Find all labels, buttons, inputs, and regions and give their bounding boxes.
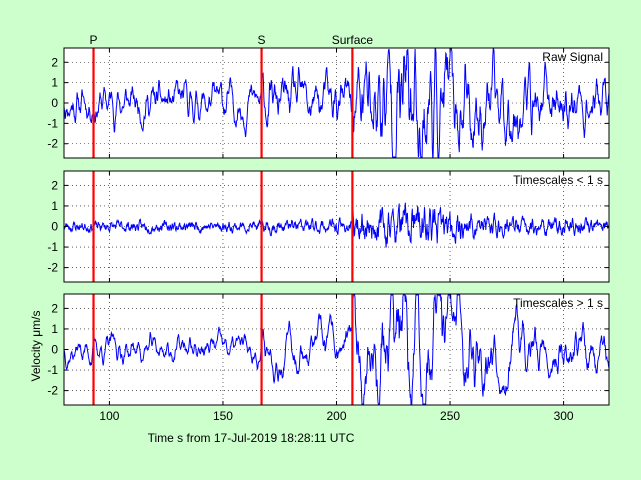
y-axis-label: Velocity μm/s bbox=[29, 311, 43, 382]
y-tick-label: 1 bbox=[51, 76, 58, 90]
panel-3: -2 -1 0 1 2 100 150 200 250 300 Timescales > 1 s bbox=[47, 293, 610, 423]
x-axis-label: Time s from 17-Jul-2019 18:28:11 UTC bbox=[148, 431, 355, 445]
panels: -2 -1 0 1 2 Raw Signal P S Surface -2 -1 0 1 2 Timesca… bbox=[47, 33, 610, 423]
phase-label: S bbox=[258, 33, 266, 47]
y-tick-label: -2 bbox=[47, 137, 58, 151]
y-tick-label: 2 bbox=[51, 178, 58, 192]
signal-trace bbox=[63, 294, 610, 405]
y-tick-label: 1 bbox=[51, 199, 58, 213]
x-tick-label: 200 bbox=[326, 409, 346, 423]
panel-1: -2 -1 0 1 2 Raw Signal P S Surface bbox=[47, 33, 610, 159]
x-tick-label: 300 bbox=[554, 409, 574, 423]
panel-title: Timescales > 1 s bbox=[513, 296, 603, 310]
panel-title: Timescales < 1 s bbox=[513, 173, 603, 187]
y-tick-label: -1 bbox=[47, 363, 58, 377]
y-tick-label: -2 bbox=[47, 261, 58, 275]
y-tick-label: 0 bbox=[51, 220, 58, 234]
y-tick-label: 2 bbox=[51, 55, 58, 69]
signal-trace bbox=[63, 202, 610, 248]
panel-2: -2 -1 0 1 2 Timescales < 1 s bbox=[47, 170, 610, 283]
y-tick-label: -1 bbox=[47, 240, 58, 254]
y-tick-label: 1 bbox=[51, 322, 58, 336]
x-tick-label: 250 bbox=[440, 409, 460, 423]
x-tick-label: 150 bbox=[213, 409, 233, 423]
y-tick-label: 2 bbox=[51, 301, 58, 315]
y-tick-label: -2 bbox=[47, 384, 58, 398]
phase-label: Surface bbox=[332, 33, 374, 47]
x-tick-label: 100 bbox=[99, 409, 119, 423]
panel-title: Raw Signal bbox=[542, 50, 603, 64]
y-tick-label: 0 bbox=[51, 96, 58, 110]
y-tick-label: -1 bbox=[47, 116, 58, 130]
phase-label: P bbox=[90, 33, 98, 47]
y-tick-label: 0 bbox=[51, 343, 58, 357]
signal-trace bbox=[63, 48, 610, 158]
